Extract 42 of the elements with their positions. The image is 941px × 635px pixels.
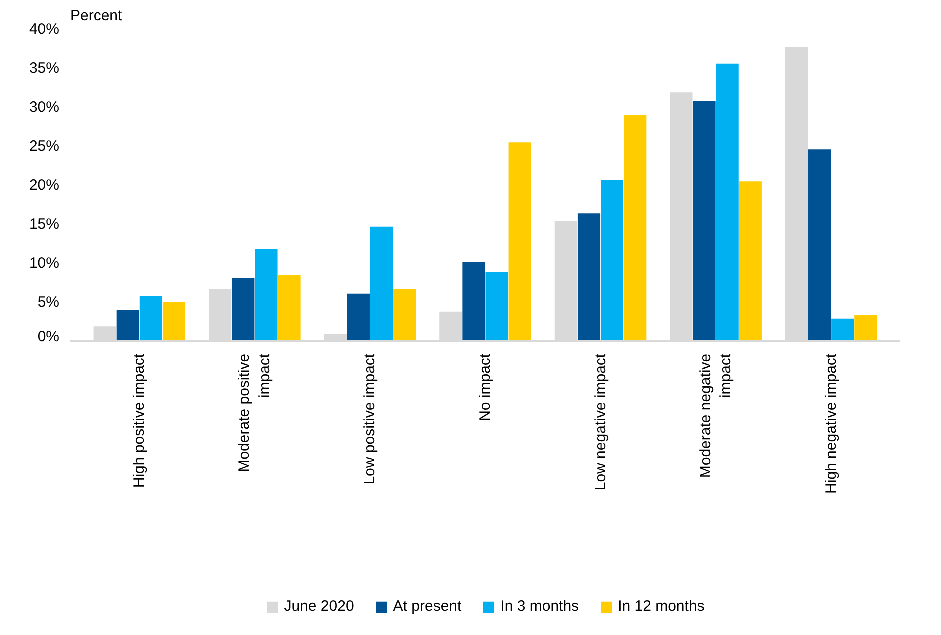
bar: [508, 142, 532, 342]
bar: [854, 314, 878, 342]
x-tick-label: High negative impact: [822, 353, 840, 494]
x-tick-label: Moderate positive impact: [236, 353, 274, 472]
y-tick-label: 35%: [29, 60, 60, 77]
y-tick-label: 5%: [38, 294, 60, 311]
bar: [486, 272, 508, 342]
bar: [232, 278, 255, 342]
bar: [370, 226, 394, 342]
y-tick-label: 20%: [29, 177, 60, 194]
bar: [832, 318, 854, 342]
bar: [808, 150, 832, 342]
x-tick-label: Low positive impact: [362, 353, 379, 485]
x-tick-label: High positive impact: [131, 353, 148, 488]
bar: [578, 214, 601, 342]
x-tick-label: No impact: [477, 353, 494, 422]
x-tick-label: Moderate negative impact: [697, 353, 735, 478]
y-tick-label: 15%: [29, 216, 60, 233]
bar: [278, 275, 301, 342]
y-tick-label: 40%: [29, 21, 60, 38]
bar: [624, 115, 647, 342]
bar: [462, 262, 486, 342]
bar: [394, 289, 416, 342]
y-tick-label: 30%: [29, 99, 60, 116]
legend-label: June 2020: [284, 598, 354, 615]
bar: [162, 302, 186, 342]
legend-label: At present: [393, 598, 462, 615]
bar: [739, 182, 762, 342]
legend-label: In 12 months: [618, 598, 705, 615]
bar: [716, 64, 739, 342]
bar: [347, 294, 370, 342]
y-tick-label: 10%: [29, 255, 60, 272]
bar: [693, 101, 716, 342]
y-axis-title: Percent: [70, 8, 124, 24]
bar: [255, 249, 278, 342]
bar: [601, 180, 624, 342]
y-tick-label: 25%: [29, 138, 60, 155]
y-tick-label: 0%: [38, 328, 60, 346]
bar: [116, 310, 140, 342]
bar: [140, 296, 162, 342]
legend-label: In 3 months: [500, 598, 580, 615]
x-tick-label: Low negative impact: [592, 353, 610, 491]
